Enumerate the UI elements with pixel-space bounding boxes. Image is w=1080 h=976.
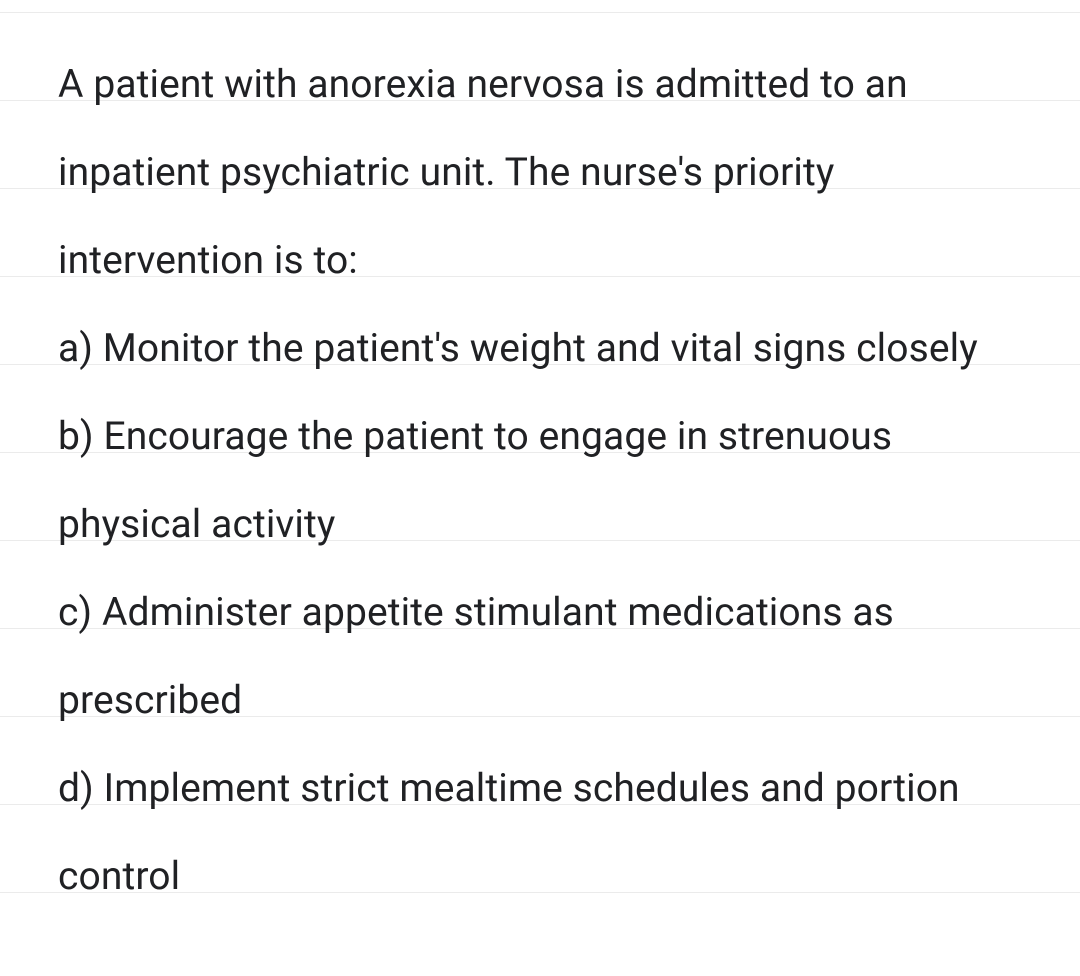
question-content: A patient with anorexia nervosa is admit… xyxy=(0,0,1080,920)
option-d: d) Implement strict mealtime schedules a… xyxy=(58,744,1022,920)
question-stem: A patient with anorexia nervosa is admit… xyxy=(58,40,1022,304)
option-a: a) Monitor the patient's weight and vita… xyxy=(58,304,1022,392)
option-b: b) Encourage the patient to engage in st… xyxy=(58,392,1022,568)
option-c: c) Administer appetite stimulant medicat… xyxy=(58,568,1022,744)
